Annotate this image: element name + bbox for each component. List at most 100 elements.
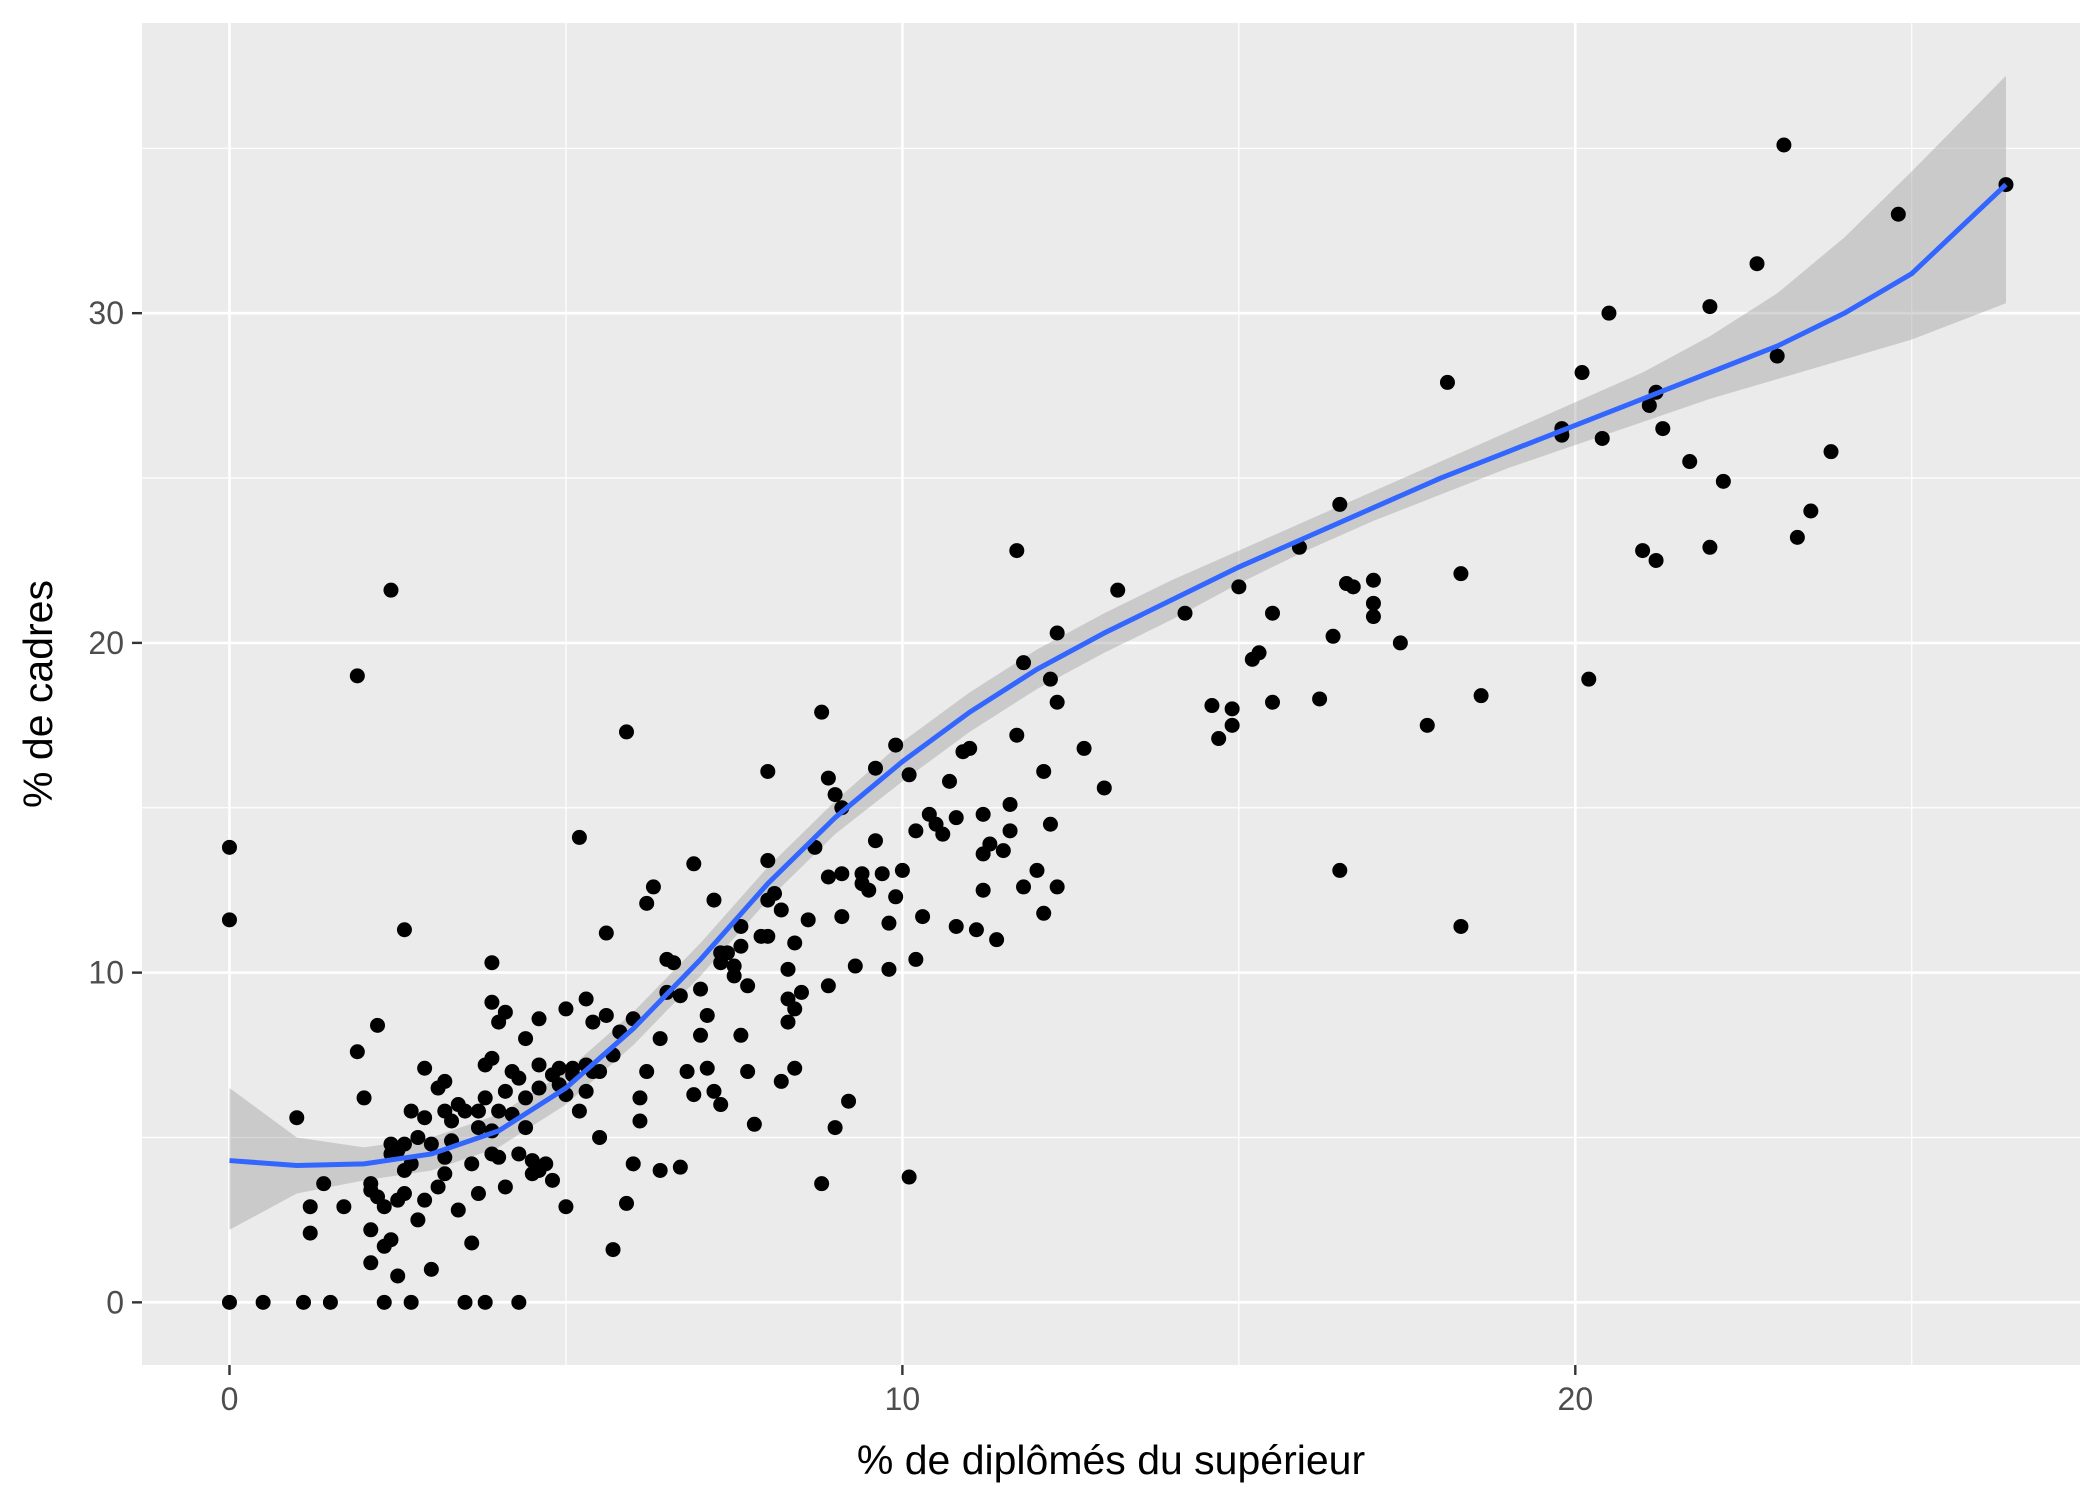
data-point [1016, 655, 1032, 671]
data-point [1049, 694, 1065, 710]
data-point [901, 1169, 917, 1185]
data-point [336, 1199, 352, 1215]
data-point [477, 1090, 493, 1106]
data-point [632, 1090, 648, 1106]
data-point [793, 984, 809, 1000]
y-tick-label: 10 [88, 955, 124, 991]
data-point [881, 915, 897, 931]
data-point [497, 1179, 513, 1195]
data-point [814, 1176, 830, 1192]
data-point [1682, 454, 1698, 470]
data-point [645, 879, 661, 895]
data-point [1776, 137, 1792, 153]
data-point [639, 895, 655, 911]
data-point [1574, 365, 1590, 381]
data-point [511, 1070, 527, 1086]
data-point [619, 1195, 634, 1211]
data-point [221, 912, 237, 928]
data-point [410, 1212, 426, 1228]
data-point [780, 961, 796, 977]
data-point [497, 1083, 513, 1099]
data-point [814, 704, 830, 720]
data-point [1042, 816, 1058, 832]
data-point [780, 1014, 796, 1030]
data-point [800, 912, 816, 928]
data-point [867, 833, 883, 849]
data-point [1332, 496, 1348, 512]
data-point [733, 918, 749, 934]
data-point [518, 1031, 534, 1047]
data-point [740, 1064, 756, 1080]
data-point [1635, 543, 1651, 559]
data-point [296, 1294, 311, 1310]
data-point [511, 1294, 527, 1310]
data-point [820, 978, 836, 994]
data-point [767, 885, 783, 901]
data-point [1749, 256, 1765, 272]
data-point [733, 938, 749, 954]
data-point [484, 1050, 500, 1066]
data-point [948, 918, 964, 934]
data-point [417, 1060, 433, 1076]
data-point [672, 1159, 688, 1175]
data-point [827, 1120, 843, 1136]
data-point [847, 958, 863, 974]
data-point [1453, 566, 1469, 582]
data-point [1769, 348, 1785, 364]
data-point [437, 1166, 453, 1182]
data-point [558, 1001, 574, 1017]
data-point [834, 866, 850, 882]
data-point [491, 1103, 507, 1119]
data-point [989, 932, 1005, 948]
data-point [726, 958, 742, 974]
data-point [1009, 543, 1025, 559]
data-point [1049, 625, 1065, 641]
data-point [396, 922, 412, 938]
data-point [423, 1261, 439, 1277]
data-point [383, 582, 399, 598]
data-point [1110, 582, 1126, 598]
data-point [605, 1242, 621, 1258]
data-point [787, 935, 803, 951]
data-point [982, 836, 998, 852]
data-point [437, 1073, 453, 1089]
data-point [417, 1192, 433, 1208]
data-point [1312, 691, 1328, 707]
data-point [511, 1146, 527, 1162]
data-point [773, 902, 789, 918]
data-point [302, 1199, 318, 1215]
data-point [316, 1176, 332, 1192]
data-point [571, 1103, 587, 1119]
data-point [1655, 421, 1671, 437]
y-tick-label: 0 [106, 1284, 124, 1320]
data-point [403, 1103, 419, 1119]
data-point [390, 1268, 406, 1284]
data-point [935, 826, 951, 842]
data-point [322, 1294, 338, 1310]
data-point [740, 978, 756, 994]
data-point [908, 823, 924, 839]
data-point [746, 1116, 762, 1132]
data-point [666, 955, 682, 971]
data-point [975, 882, 991, 898]
data-point [1601, 305, 1617, 321]
data-point [1177, 605, 1193, 621]
data-point [497, 1004, 513, 1020]
data-point [484, 955, 500, 971]
data-point [1224, 717, 1240, 733]
data-point [672, 988, 688, 1004]
data-point [423, 1136, 439, 1152]
data-point [699, 1060, 715, 1076]
data-point [619, 724, 634, 740]
data-point [699, 1007, 715, 1023]
data-point [464, 1235, 480, 1251]
data-point [558, 1199, 574, 1215]
data-point [915, 909, 931, 925]
data-point [484, 994, 500, 1010]
data-point [1231, 579, 1247, 595]
data-point [760, 853, 776, 869]
data-points [221, 137, 2014, 1310]
data-point [255, 1294, 271, 1310]
data-point [948, 810, 964, 826]
data-point [639, 1064, 655, 1080]
